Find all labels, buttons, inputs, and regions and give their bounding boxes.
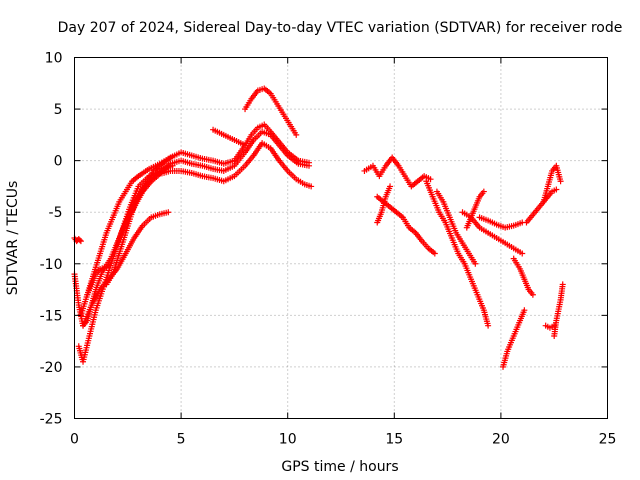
series-arc-r	[476, 214, 526, 231]
data-point	[472, 260, 479, 267]
series-arc-s	[510, 255, 536, 298]
data-point	[103, 263, 110, 270]
y-tick-labels: 10 5 0 -5 -10 -15 -20 -25	[40, 51, 63, 428]
data-point	[557, 178, 564, 185]
series-arc-g	[103, 162, 176, 288]
x-axis-label: GPS time / hours	[281, 459, 398, 475]
series-arc-x	[551, 281, 566, 339]
series-arc-f	[84, 263, 110, 298]
data-point	[306, 159, 313, 166]
data-point	[529, 291, 536, 298]
x-tick-label: 0	[70, 432, 79, 448]
data-point	[169, 153, 176, 160]
series-arc-h	[118, 153, 176, 236]
x-tick-label: 10	[279, 432, 297, 448]
y-tick-label: -15	[40, 308, 63, 324]
series-arc-l	[374, 193, 438, 257]
series-arc-n	[423, 178, 492, 329]
series-arc-u	[523, 186, 560, 226]
data-point	[293, 131, 300, 138]
data-point	[559, 281, 566, 288]
series-arc-v	[540, 162, 564, 205]
data-point	[431, 250, 438, 257]
data-point	[77, 238, 84, 245]
series-arc-k	[361, 154, 434, 190]
series-arc-j	[210, 126, 249, 149]
y-tick-label: -25	[40, 412, 63, 428]
series-arc-b	[71, 140, 315, 329]
axis-ticks	[74, 57, 608, 419]
series-arc-q	[459, 209, 526, 257]
data-point	[76, 237, 83, 244]
series-arc-d	[77, 121, 313, 319]
series-arc-t	[500, 307, 528, 370]
y-tick-label: 10	[45, 51, 63, 67]
series-arc-p	[463, 188, 487, 231]
data-point	[387, 183, 394, 190]
series-arc-w	[542, 322, 558, 331]
x-tick-label: 5	[177, 432, 186, 448]
series-arc-m	[374, 183, 394, 226]
chart-title: Day 207 of 2024, Sidereal Day-to-day VTE…	[58, 20, 623, 36]
grid-lines	[74, 57, 608, 419]
series-arc-a	[71, 235, 84, 245]
x-tick-label: 20	[492, 432, 510, 448]
data-point	[521, 307, 528, 314]
plot-frame	[74, 57, 608, 419]
data-point	[169, 162, 176, 169]
y-tick-label: -20	[40, 360, 63, 376]
data-point	[308, 183, 315, 190]
y-tick-label: -5	[49, 205, 63, 221]
y-tick-label: 5	[54, 102, 63, 118]
data-point	[480, 188, 487, 195]
y-tick-label: -10	[40, 257, 63, 273]
data-point	[242, 142, 249, 149]
data-point	[427, 176, 434, 183]
x-tick-labels: 0 5 10 15 20 25	[70, 432, 616, 448]
y-tick-label: 0	[54, 154, 63, 170]
data-point	[485, 322, 492, 329]
series-arc-c	[75, 128, 313, 365]
data-point	[553, 186, 560, 193]
x-tick-label: 25	[599, 432, 617, 448]
data-point	[165, 209, 172, 216]
x-tick-label: 15	[385, 432, 403, 448]
series-arc-i	[242, 85, 300, 138]
data-point	[519, 250, 526, 257]
series-arc-o	[433, 188, 479, 267]
y-axis-label: SDTVAR / TECUs	[5, 181, 21, 296]
data-points	[71, 85, 566, 370]
